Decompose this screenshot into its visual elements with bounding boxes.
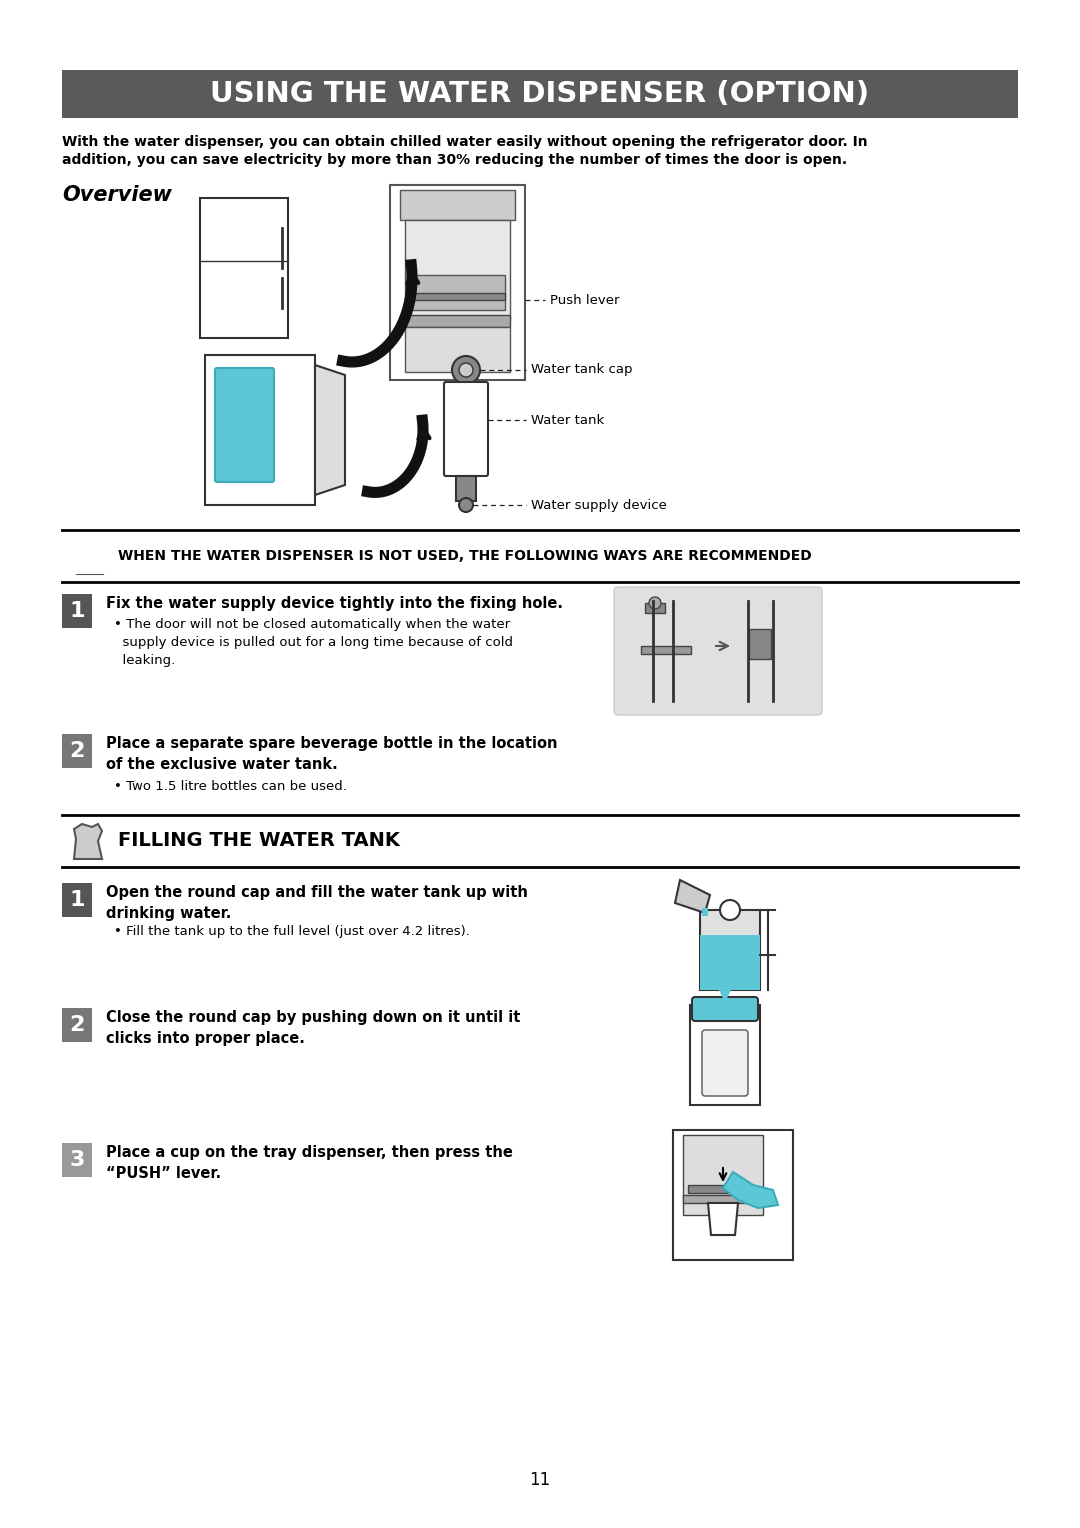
Bar	[700, 911, 760, 990]
Bar	[390, 185, 525, 380]
Bar	[683, 1195, 762, 1203]
FancyBboxPatch shape	[692, 996, 758, 1021]
Bar	[688, 1186, 748, 1193]
Bar	[645, 604, 665, 613]
Text: Water tank: Water tank	[531, 414, 604, 426]
Bar	[690, 1005, 760, 1105]
Text: Push lever: Push lever	[550, 293, 620, 307]
Text: addition, you can save electricity by more than 30% reducing the number of times: addition, you can save electricity by mo…	[62, 153, 847, 167]
Bar	[405, 327, 510, 371]
Polygon shape	[723, 1172, 778, 1209]
Circle shape	[459, 498, 473, 512]
Bar	[456, 477, 476, 501]
Text: Fix the water supply device tightly into the fixing hole.: Fix the water supply device tightly into…	[106, 596, 563, 611]
Text: Close the round cap by pushing down on it until it
clicks into proper place.: Close the round cap by pushing down on i…	[106, 1010, 521, 1047]
Bar	[750, 630, 771, 659]
FancyBboxPatch shape	[444, 382, 488, 477]
Text: 1: 1	[69, 889, 84, 911]
Text: 2: 2	[69, 1015, 84, 1034]
Polygon shape	[75, 824, 102, 859]
Bar	[62, 594, 92, 628]
Bar	[642, 646, 691, 654]
Text: 11: 11	[529, 1471, 551, 1488]
Polygon shape	[77, 542, 103, 575]
Polygon shape	[315, 365, 345, 495]
Text: • The door will not be closed automatically when the water
  supply device is pu: • The door will not be closed automatica…	[114, 617, 513, 668]
Circle shape	[459, 364, 473, 377]
Text: 1: 1	[69, 601, 84, 620]
Bar	[405, 315, 510, 327]
Text: Place a separate spare beverage bottle in the location
of the exclusive water ta: Place a separate spare beverage bottle i…	[106, 736, 557, 772]
Polygon shape	[708, 1203, 738, 1235]
Text: • Fill the tank up to the full level (just over 4.2 litres).: • Fill the tank up to the full level (ju…	[114, 924, 470, 938]
Bar	[62, 733, 92, 769]
Text: Open the round cap and fill the water tank up with
drinking water.: Open the round cap and fill the water ta…	[106, 885, 528, 921]
Circle shape	[720, 900, 740, 920]
Bar	[410, 293, 505, 299]
Text: USING THE WATER DISPENSER (OPTION): USING THE WATER DISPENSER (OPTION)	[211, 79, 869, 108]
Text: Overview: Overview	[62, 185, 172, 205]
Text: • Two 1.5 litre bottles can be used.: • Two 1.5 litre bottles can be used.	[114, 779, 347, 793]
Text: Water supply device: Water supply device	[531, 498, 666, 512]
Bar	[673, 1131, 793, 1261]
Bar	[75, 538, 105, 575]
Text: Place a cup on the tray dispenser, then press the
“PUSH” lever.: Place a cup on the tray dispenser, then …	[106, 1144, 513, 1181]
FancyBboxPatch shape	[215, 368, 274, 481]
Bar	[700, 935, 760, 990]
FancyBboxPatch shape	[702, 1030, 748, 1096]
Circle shape	[649, 597, 661, 610]
Text: 3: 3	[69, 1151, 84, 1170]
Bar	[702, 908, 708, 915]
Bar	[200, 199, 288, 338]
Circle shape	[453, 356, 480, 384]
Text: 2: 2	[69, 741, 84, 761]
Text: Water tank cap: Water tank cap	[531, 364, 633, 376]
Text: FILLING THE WATER TANK: FILLING THE WATER TANK	[118, 831, 400, 851]
Text: WHEN THE WATER DISPENSER IS NOT USED, THE FOLLOWING WAYS ARE RECOMMENDED: WHEN THE WATER DISPENSER IS NOT USED, TH…	[118, 549, 812, 562]
Bar	[205, 354, 315, 504]
FancyBboxPatch shape	[615, 587, 822, 715]
Bar	[405, 220, 510, 319]
Bar	[410, 275, 505, 310]
Bar	[62, 883, 92, 917]
Bar	[683, 1135, 762, 1215]
Polygon shape	[675, 880, 710, 914]
Text: With the water dispenser, you can obtain chilled water easily without opening th: With the water dispenser, you can obtain…	[62, 134, 867, 150]
Bar	[400, 189, 515, 220]
Bar	[62, 1008, 92, 1042]
Bar	[62, 70, 1018, 118]
Bar	[62, 1143, 92, 1177]
